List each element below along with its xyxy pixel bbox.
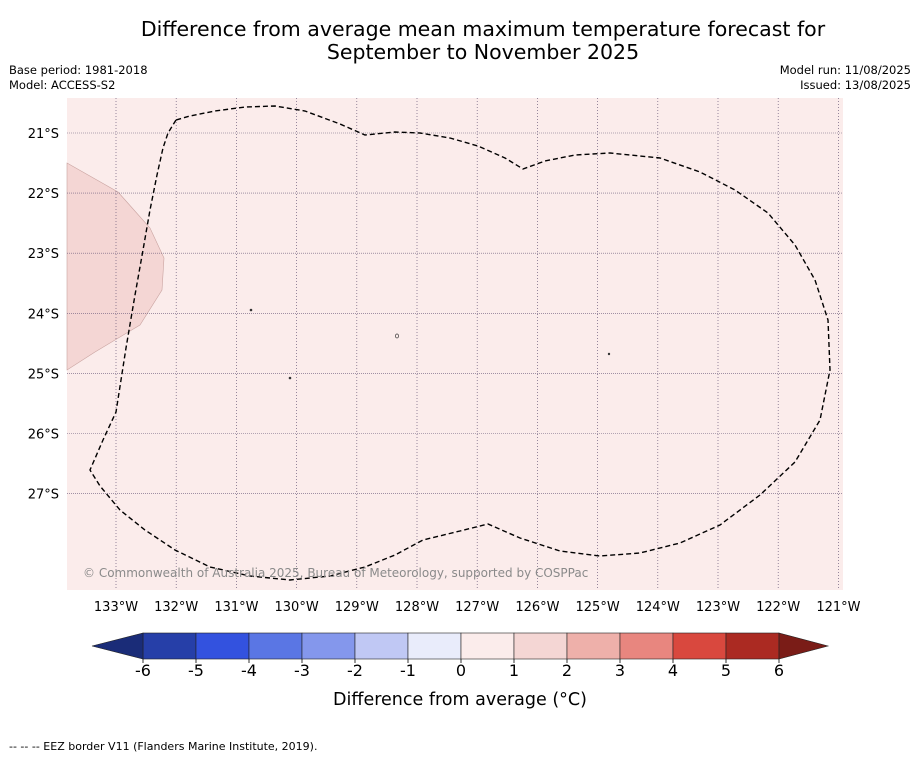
colorbar-segment <box>460 632 515 660</box>
colorbar-segment <box>619 632 674 660</box>
colorbar-segment <box>672 632 727 660</box>
anomaly-patch <box>66 162 165 371</box>
colorbar-tick-label: -2 <box>347 661 363 680</box>
lat-tick-label: 24°S <box>28 307 59 322</box>
colorbar-tick-label: 5 <box>721 661 731 680</box>
lon-tick-label: 130°W <box>275 600 319 615</box>
colorbar-under-arrow <box>91 632 144 660</box>
lon-tick-label: 129°W <box>335 600 379 615</box>
colorbar-tick-label: 1 <box>509 661 519 680</box>
lon-tick-label: 123°W <box>696 600 740 615</box>
colorbar-segment <box>513 632 568 660</box>
colorbar-segment <box>407 632 462 660</box>
lat-tick-label: 22°S <box>28 187 59 202</box>
lon-tick-label: 124°W <box>636 600 680 615</box>
island-mark <box>288 376 292 380</box>
lon-tick-label: 127°W <box>455 600 499 615</box>
model-run: Model run: 11/08/2025 <box>779 63 911 77</box>
lon-tick-label: 122°W <box>756 600 800 615</box>
graticule <box>67 98 843 590</box>
title-line-2: September to November 2025 <box>326 40 640 64</box>
colorbar-tick-label: 3 <box>615 661 625 680</box>
lon-tick-label: 132°W <box>154 600 198 615</box>
colorbar-over-arrow <box>778 632 830 660</box>
latitude-labels: 21°S 22°S 23°S 24°S 25°S 26°S 27°S <box>28 127 59 503</box>
lat-tick-label: 23°S <box>28 247 59 262</box>
meta-right: Model run: 11/08/2025 Issued: 13/08/2025 <box>780 63 911 93</box>
island-marks <box>249 308 611 380</box>
colorbar-segment <box>195 632 250 660</box>
colorbar-tick-label: 6 <box>774 661 784 680</box>
colorbar-segment <box>725 632 780 660</box>
colorbar-tick-label: -3 <box>294 661 310 680</box>
lon-tick-label: 131°W <box>214 600 258 615</box>
colorbar-title: Difference from average (°C) <box>333 690 587 710</box>
lat-tick-label: 27°S <box>28 488 59 503</box>
eez-footnote: -- -- -- EEZ border V11 (Flanders Marine… <box>9 740 318 753</box>
colorbar-tick-label: -5 <box>188 661 204 680</box>
colorbar-tick-label: -1 <box>400 661 416 680</box>
island-mark <box>249 308 253 312</box>
map-title: Difference from average mean maximum tem… <box>0 18 919 64</box>
colorbar-segment <box>248 632 303 660</box>
issued-date: Issued: 13/08/2025 <box>800 78 911 92</box>
colorbar-tick-label: -4 <box>241 661 257 680</box>
eez-border <box>89 105 831 581</box>
copyright-note: © Commonwealth of Australia 2025, Bureau… <box>83 566 588 580</box>
colorbar-tick-label: 4 <box>668 661 678 680</box>
model-name: Model: ACCESS-S2 <box>9 78 116 92</box>
base-period: Base period: 1981-2018 <box>9 63 148 77</box>
map-area <box>67 98 843 590</box>
lat-tick-label: 26°S <box>28 428 59 443</box>
island-mark <box>395 333 399 339</box>
colorbar-segment <box>354 632 409 660</box>
lon-tick-label: 126°W <box>515 600 559 615</box>
lon-tick-label: 121°W <box>816 600 860 615</box>
colorbar: -6 -5 -4 -3 -2 -1 0 1 2 3 4 5 6 <box>91 632 830 680</box>
lon-tick-label: 128°W <box>395 600 439 615</box>
lon-tick-label: 125°W <box>576 600 620 615</box>
lat-tick-label: 21°S <box>28 127 59 142</box>
title-line-1: Difference from average mean maximum tem… <box>140 17 826 41</box>
longitude-labels: 133°W 132°W 131°W 130°W 129°W 128°W 127°W 126°W… <box>94 600 861 615</box>
meta-left: Base period: 1981-2018 Model: ACCESS-S2 <box>9 63 148 93</box>
colorbar-segment <box>566 632 621 660</box>
colorbar-segment <box>142 632 197 660</box>
colorbar-tick-label: 0 <box>456 661 466 680</box>
colorbar-segment <box>301 632 356 660</box>
colorbar-tick-label: -6 <box>135 661 151 680</box>
lon-tick-label: 133°W <box>94 600 138 615</box>
island-mark <box>607 352 611 356</box>
colorbar-tick-label: 2 <box>562 661 572 680</box>
lat-tick-label: 25°S <box>28 367 59 382</box>
